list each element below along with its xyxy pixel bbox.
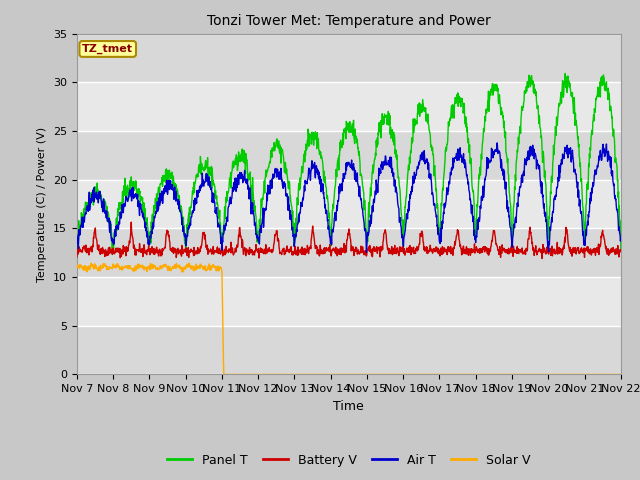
Air T [180,234,188,240]
Panel T [73,247,81,252]
Air T [617,236,625,242]
Solar V [255,372,263,377]
Battery V [553,247,561,253]
Panel T [195,174,202,180]
Panel T [561,71,569,76]
Solar V [180,265,188,271]
Air T [255,238,262,244]
Panel T [553,114,561,120]
Text: TZ_tmet: TZ_tmet [82,44,133,54]
Battery V [505,245,513,251]
Solar V [185,260,193,266]
Battery V [255,255,263,261]
Air T [493,140,501,146]
Bar [77,180,621,228]
Panel T [505,171,513,177]
Air T [553,184,561,190]
Solar V [617,372,625,377]
Air T [434,222,442,228]
Title: Tonzi Tower Met: Temperature and Power: Tonzi Tower Met: Temperature and Power [207,14,491,28]
Air T [73,232,81,238]
Bar [77,326,621,374]
Bar [77,34,621,82]
Bar [77,131,621,180]
Line: Panel T: Panel T [77,73,621,253]
Solar V [434,372,442,377]
Panel T [181,240,189,246]
Line: Air T: Air T [77,143,621,252]
Air T [362,250,370,255]
Bar [77,277,621,326]
Legend: Panel T, Battery V, Air T, Solar V: Panel T, Battery V, Air T, Solar V [163,449,535,472]
Bar [77,228,621,277]
X-axis label: Time: Time [333,400,364,413]
Solar V [220,372,228,377]
Bar [77,82,621,131]
Battery V [434,247,442,253]
Solar V [73,262,81,268]
Panel T [109,251,117,256]
Battery V [195,247,202,253]
Line: Solar V: Solar V [77,263,621,374]
Y-axis label: Temperature (C) / Power (V): Temperature (C) / Power (V) [37,126,47,282]
Panel T [255,240,263,246]
Solar V [195,264,202,269]
Battery V [73,254,81,260]
Battery V [181,247,189,253]
Battery V [538,256,546,262]
Panel T [617,246,625,252]
Line: Battery V: Battery V [77,222,621,259]
Solar V [553,372,561,377]
Battery V [127,219,135,225]
Solar V [505,372,513,377]
Battery V [617,249,625,254]
Air T [505,214,513,220]
Panel T [434,201,442,207]
Air T [194,194,202,200]
